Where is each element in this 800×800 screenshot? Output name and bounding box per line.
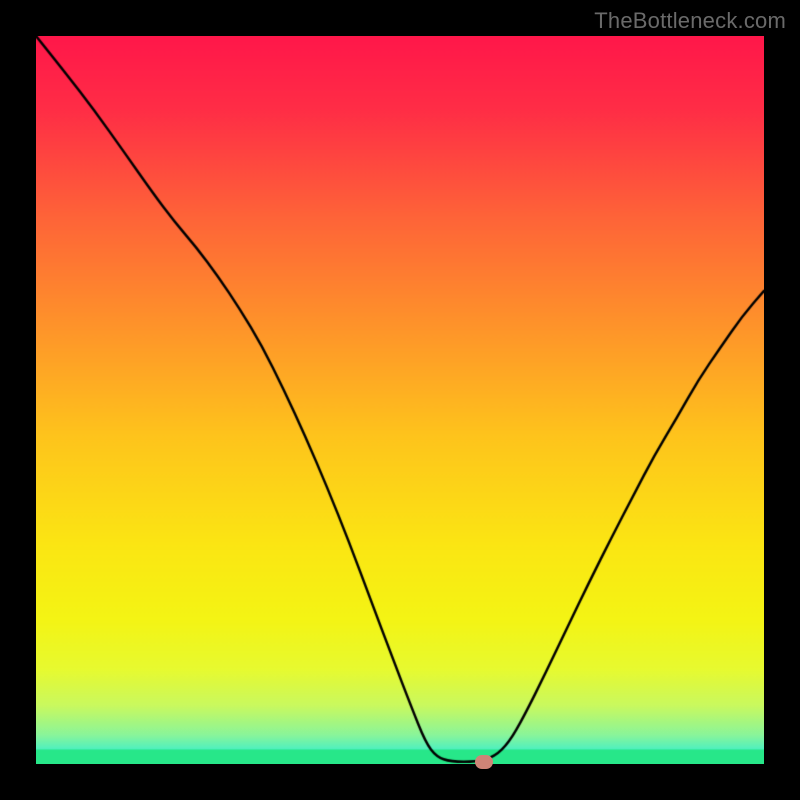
optimum-marker [475,755,493,769]
plot-canvas [36,36,764,764]
chart-container: TheBottleneck.com [0,0,800,800]
watermark-text: TheBottleneck.com [594,8,786,34]
plot-area [36,36,764,764]
